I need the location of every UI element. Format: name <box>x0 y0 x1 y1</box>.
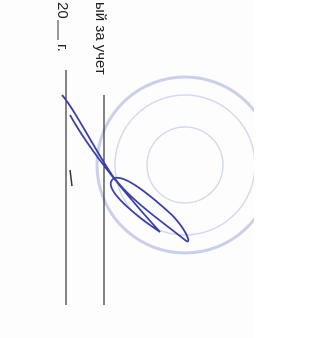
document-fragment: ый за учет 20 г. <box>0 0 254 338</box>
year-suffix: г. <box>54 44 71 52</box>
paper <box>0 0 254 338</box>
year-text: 20 <box>54 2 71 19</box>
responsible-text: ый за учет <box>92 2 109 75</box>
